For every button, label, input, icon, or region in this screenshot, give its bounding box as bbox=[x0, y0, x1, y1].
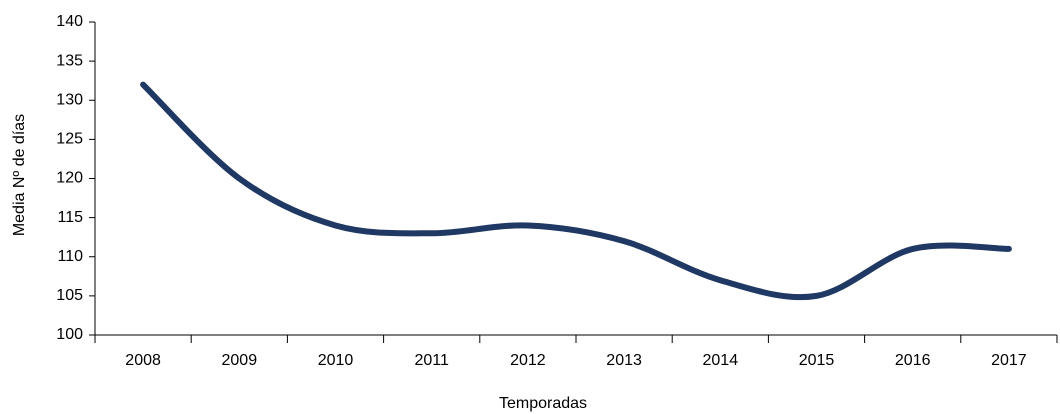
y-tick-label: 110 bbox=[57, 248, 83, 265]
x-tick-label: 2012 bbox=[510, 352, 546, 369]
y-tick-label: 105 bbox=[56, 287, 83, 304]
x-tick-label: 2010 bbox=[318, 352, 354, 369]
y-tick-label: 125 bbox=[56, 131, 83, 148]
y-tick-label: 140 bbox=[56, 13, 83, 30]
y-axis-label: Media Nº de días bbox=[11, 114, 28, 236]
x-tick-label: 2008 bbox=[125, 352, 161, 369]
x-tick-label: 2011 bbox=[414, 352, 449, 369]
x-tick-label: 2016 bbox=[895, 352, 931, 369]
x-tick-label: 2009 bbox=[222, 352, 258, 369]
y-tick-label: 130 bbox=[56, 91, 83, 108]
y-tick-label: 120 bbox=[56, 170, 83, 187]
x-tick-label: 2017 bbox=[991, 352, 1027, 369]
y-tick-label: 135 bbox=[56, 52, 83, 69]
y-tick-label: 100 bbox=[56, 326, 83, 343]
x-axis-label: Temporadas bbox=[499, 395, 587, 412]
line-series bbox=[140, 81, 1012, 301]
x-tick-label: 2014 bbox=[703, 352, 739, 369]
x-tick-label: 2013 bbox=[606, 352, 642, 369]
y-tick-label: 115 bbox=[57, 209, 83, 226]
x-tick-label: 2015 bbox=[799, 352, 835, 369]
